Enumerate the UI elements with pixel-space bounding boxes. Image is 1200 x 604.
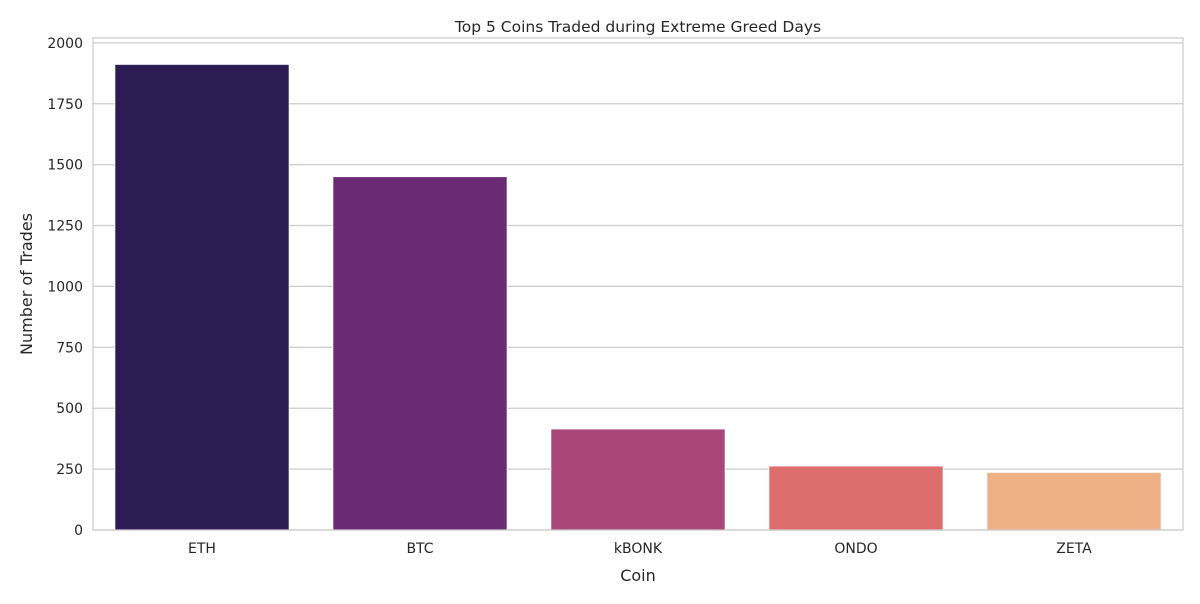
y-tick-label: 1500 (47, 158, 83, 174)
y-tick-labels: 0 250 500 750 1000 1250 1500 1750 2000 (47, 36, 83, 539)
y-tick-label: 0 (74, 523, 83, 539)
y-tick-label: 1750 (47, 97, 83, 113)
y-tick-label: 1250 (47, 219, 83, 235)
y-tick-label: 2000 (47, 36, 83, 52)
y-tick-label: 1000 (47, 279, 83, 295)
chart-title: Top 5 Coins Traded during Extreme Greed … (454, 18, 821, 36)
y-tick-label: 500 (56, 401, 83, 417)
bar-kbonk (550, 428, 726, 531)
bars (114, 63, 1162, 531)
y-tick-label: 750 (56, 340, 83, 356)
x-axis-label: Coin (620, 566, 656, 585)
x-tick-label: kBONK (614, 541, 663, 557)
plot-frame (92, 37, 1184, 531)
x-tick-label: ETH (188, 541, 216, 557)
bar-btc (332, 176, 508, 531)
bar-ondo (768, 465, 944, 531)
y-tick-label: 250 (56, 462, 83, 478)
x-tick-label: BTC (406, 541, 433, 557)
bar-eth (114, 63, 290, 531)
x-tick-label: ZETA (1056, 541, 1092, 557)
x-tick-labels: ETH BTC kBONK ONDO ZETA (188, 541, 1092, 557)
y-axis-label: Number of Trades (17, 213, 36, 355)
bar-zeta (986, 471, 1162, 531)
x-tick-label: ONDO (834, 541, 877, 557)
